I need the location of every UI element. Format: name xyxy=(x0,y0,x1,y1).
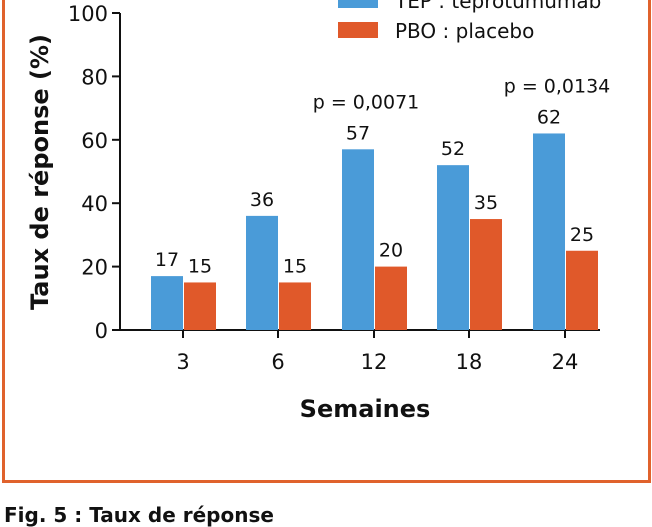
x-tick-label: 3 xyxy=(176,350,189,374)
p-value-annotation: p = 0,0134 xyxy=(504,75,611,97)
y-tick-label: 60 xyxy=(81,129,108,153)
bar-teprotumumab xyxy=(533,133,565,330)
bar-placebo xyxy=(279,282,311,330)
bar-teprotumumab xyxy=(342,149,374,330)
legend-swatch xyxy=(338,22,378,38)
x-tick-label: 18 xyxy=(456,350,483,374)
y-tick-label: 20 xyxy=(81,256,108,280)
data-label: 62 xyxy=(537,106,561,128)
data-label: 15 xyxy=(188,255,212,277)
figure-caption: Fig. 5 : Taux de réponse xyxy=(4,503,274,527)
bar-chart: 0 20 40 60 80 100 3 17 15 6 36 15 12 57 20 18 52 35 24 62 25… xyxy=(26,0,611,423)
bar-placebo xyxy=(566,250,598,330)
data-label: 36 xyxy=(250,189,274,211)
data-label: 25 xyxy=(570,224,594,246)
bar-teprotumumab xyxy=(246,215,278,330)
legend-label: PBO : placebo xyxy=(395,19,534,43)
data-label: 20 xyxy=(379,240,403,262)
bar-placebo xyxy=(184,282,216,330)
data-label: 17 xyxy=(155,249,179,271)
data-label: 35 xyxy=(474,192,498,214)
legend-label: TEP : teprotumumab xyxy=(394,0,601,13)
x-tick-label: 6 xyxy=(271,350,284,374)
legend-swatch xyxy=(338,0,378,8)
figure-frame xyxy=(2,0,651,483)
y-tick-label: 100 xyxy=(68,2,108,26)
y-tick-label: 0 xyxy=(95,319,108,343)
data-label: 52 xyxy=(441,138,465,160)
bar-placebo xyxy=(375,266,407,330)
data-label: 15 xyxy=(283,255,307,277)
x-axis-title: Semaines xyxy=(300,395,431,423)
x-tick-label: 24 xyxy=(552,350,579,374)
bar-teprotumumab xyxy=(151,276,183,330)
p-value-annotation: p = 0,0071 xyxy=(313,91,420,113)
data-label: 57 xyxy=(346,122,370,144)
y-tick-label: 40 xyxy=(81,192,108,216)
x-tick-label: 12 xyxy=(361,350,388,374)
bar-placebo xyxy=(470,219,502,330)
bar-teprotumumab xyxy=(437,165,469,330)
y-axis-title: Taux de réponse (%) xyxy=(26,34,54,310)
y-tick-label: 80 xyxy=(81,65,108,89)
